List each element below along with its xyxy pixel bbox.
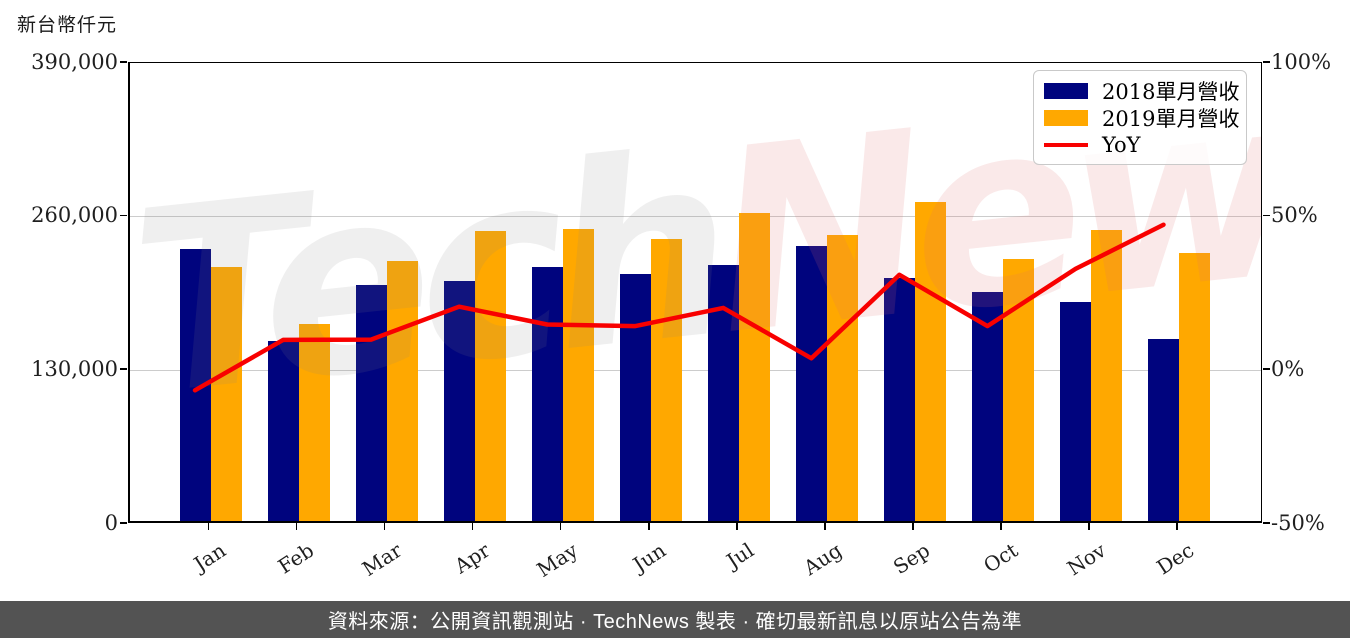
left-tick-130,000: 130,000 [31,356,118,381]
x-tickmark-Aug [823,523,826,530]
x-tickmark-Feb [295,523,298,530]
yoy-line [192,222,1166,393]
legend-color-swatch [1044,83,1088,99]
legend-color-swatch [1044,110,1088,126]
bar-2018-Jun [619,273,651,521]
bar-2018-Sep [883,277,915,521]
right-tickmark [1263,522,1270,524]
x-tickmark-May [559,523,562,530]
bar-2018-Mar [355,284,387,521]
bar-2019-Dec [1179,252,1211,521]
left-tickmark [120,214,127,217]
footer-source-text: 資料來源：公開資訊觀測站 · TechNews 製表 · 確切最新訊息以原站公告… [327,611,1023,633]
left-tick-390,000: 390,000 [31,49,118,74]
legend-item-1: 2018單月營收 [1044,78,1240,104]
bar-2019-Apr [474,231,506,521]
bar-2018-Nov [1060,302,1091,521]
x-tick-May: May [532,538,582,582]
legend-label: 2019單月營收 [1102,107,1240,131]
right-tick-50%: 50% [1271,203,1318,228]
bar-2019-Oct [1002,258,1034,521]
x-tickmark-Jul [735,523,738,530]
footer-bar: 資料來源：公開資訊觀測站 · TechNews 製表 · 確切最新訊息以原站公告… [0,601,1350,638]
bar-2019-Jun [650,238,682,521]
x-tickmark-Nov [1088,523,1090,530]
legend-label: YoY [1102,133,1141,157]
gridline-260000 [130,215,1261,218]
bar-2019-Sep [914,201,946,521]
bar-2019-Nov [1091,230,1122,521]
legend-item-2: 2019單月營收 [1044,105,1240,131]
left-tickmark [120,61,127,63]
x-tickmark-Dec [1176,523,1178,530]
x-tick-Feb: Feb [273,538,318,579]
legend-label: 2018單月營收 [1102,80,1240,104]
right-tick-0%: 0% [1271,356,1305,381]
x-tick-Jan: Jan [188,538,230,577]
x-tick-Jul: Jul [721,538,758,573]
legend-line-swatch [1044,143,1088,147]
bar-2019-Mar [386,260,418,521]
left-tick-260,000: 260,000 [31,203,118,228]
x-tickmark-Jun [647,523,650,530]
bar-2019-Jan [210,266,242,521]
x-tick-Sep: Sep [888,538,934,580]
x-tick-Oct: Oct [979,538,1023,578]
gridline-130000 [130,369,1261,372]
x-tickmark-Jan [207,523,210,530]
right-tickmark [1263,61,1270,63]
legend-item-3: YoY [1044,132,1236,158]
bar-2018-Dec [1148,338,1180,521]
bar-2018-Apr [443,281,475,521]
left-tick-0: 0 [104,510,118,535]
bar-2018-Oct [971,291,1003,521]
x-tickmark-Sep [911,523,914,530]
left-tickmark [120,522,127,524]
x-tickmark-Apr [471,523,474,530]
x-tickmark-Mar [383,523,386,530]
legend-box: 2018單月營收 2019單月營收 YoY [1033,70,1247,165]
right-tick--50%: -50% [1271,510,1325,535]
bar-2019-Aug [826,234,858,521]
x-tick-Aug: Aug [799,538,846,580]
x-tick-Jun: Jun [628,538,670,577]
bar-2018-Aug [795,245,827,521]
right-tickmark [1263,214,1270,217]
x-tick-Mar: Mar [357,538,406,581]
left-axis-unit-label: 新台幣仟元 [17,14,118,36]
bar-2019-Feb [298,323,330,521]
x-tickmark-Oct [999,523,1002,530]
x-tick-Dec: Dec [1152,538,1199,580]
right-tick-100%: 100% [1271,49,1332,74]
left-tickmark [120,368,127,371]
bar-2019-Jul [738,212,770,521]
bar-2018-May [531,266,563,521]
x-tick-Apr: Apr [449,538,494,579]
bar-2018-Feb [267,341,299,521]
right-tickmark [1263,368,1270,371]
bar-2019-May [562,229,594,521]
x-tick-Nov: Nov [1062,538,1111,581]
